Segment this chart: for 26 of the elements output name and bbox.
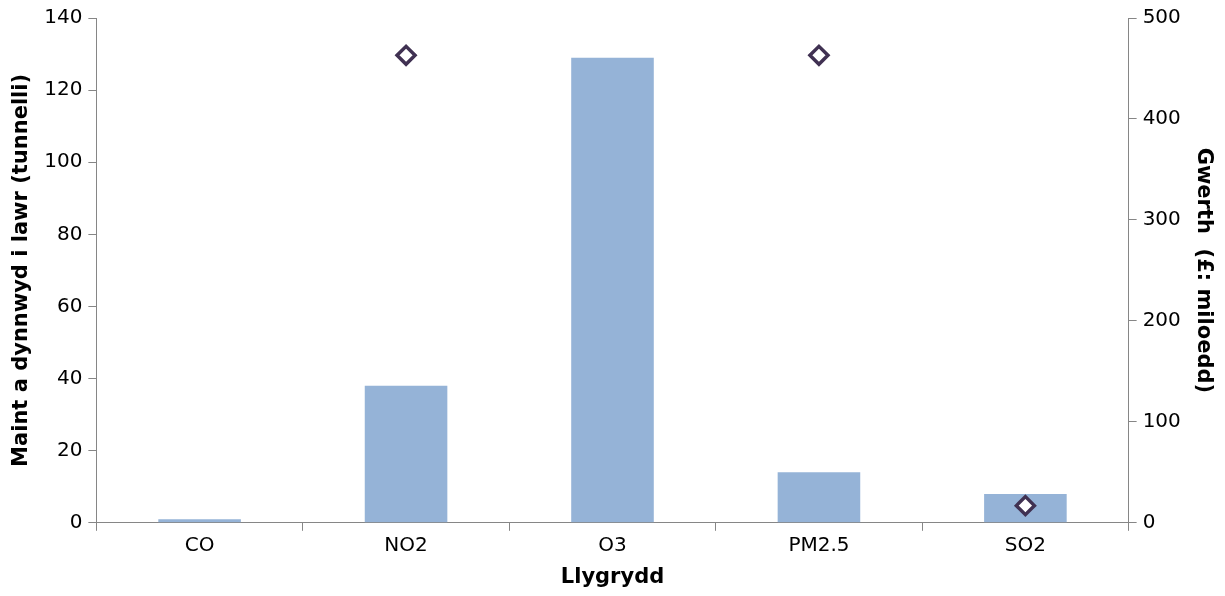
bar bbox=[364, 385, 448, 523]
y2-tick-label: 300 bbox=[1142, 206, 1181, 231]
y-tick-label: 0 bbox=[69, 509, 83, 533]
y2-tick-label: 100 bbox=[1142, 408, 1181, 433]
x-tick-label: O3 bbox=[598, 532, 627, 556]
y2-tick-label: 200 bbox=[1142, 307, 1181, 332]
x-tick-label: CO bbox=[184, 532, 215, 556]
y-axis-title: Maint a dynnwyd i lawr (tunnelli) bbox=[8, 73, 33, 467]
y-tick-label: 100 bbox=[44, 148, 83, 173]
x-axis-title: Llygrydd bbox=[560, 563, 665, 588]
y-tick-label: 80 bbox=[56, 220, 83, 245]
y-tick-label: 40 bbox=[56, 364, 83, 389]
y-tick-label: 140 bbox=[44, 4, 83, 29]
bar bbox=[158, 519, 241, 523]
x-tick-label: PM2.5 bbox=[788, 532, 850, 556]
bar bbox=[571, 57, 654, 523]
y2-axis-title: Gwerth (£: miloedd) bbox=[1192, 147, 1217, 394]
y2-tick-label: 500 bbox=[1142, 4, 1181, 29]
y-tick-label: 120 bbox=[44, 76, 83, 101]
y-tick-label: 60 bbox=[56, 292, 83, 317]
y2-tick-label: 400 bbox=[1142, 105, 1181, 130]
x-tick-label: NO2 bbox=[384, 532, 428, 556]
x-tick-label: SO2 bbox=[1004, 532, 1046, 556]
bar bbox=[777, 472, 861, 523]
y2-tick-label: 0 bbox=[1142, 509, 1156, 533]
y-tick-label: 20 bbox=[56, 436, 83, 461]
